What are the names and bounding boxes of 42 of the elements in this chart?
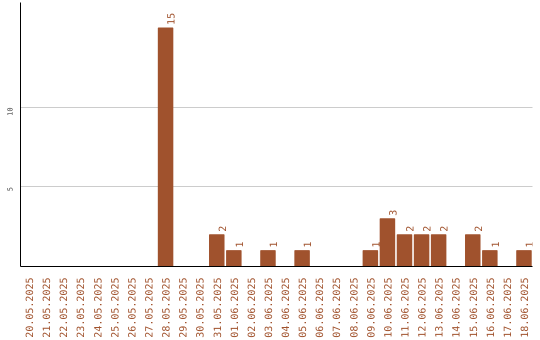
x-tick-label: 30.05.2025 <box>196 277 207 338</box>
x-tick-label: 11.06.2025 <box>400 277 412 338</box>
x-tick-label: 06.06.2025 <box>315 277 326 338</box>
x-tick-label: 01.06.2025 <box>230 277 241 338</box>
data-label: 1 <box>371 242 382 248</box>
x-tick-label: 24.05.2025 <box>93 277 104 338</box>
x-tick-label: 16.06.2025 <box>486 277 497 338</box>
x-tick-label: 07.06.2025 <box>332 277 344 338</box>
x-tick-label: 22.05.2025 <box>59 277 70 338</box>
x-tick-label: 08.06.2025 <box>349 277 360 338</box>
data-label: 2 <box>218 226 229 232</box>
data-label: 2 <box>406 226 416 232</box>
x-tick-label: 09.06.2025 <box>366 277 378 338</box>
x-tick-label: 31.05.2025 <box>212 277 224 338</box>
x-tick-label: 17.06.2025 <box>502 277 514 338</box>
data-label: 3 <box>388 210 400 216</box>
data-label: 2 <box>474 226 485 232</box>
x-tick-label: 29.05.2025 <box>178 277 190 338</box>
x-tick-label: 28.05.2025 <box>162 277 173 338</box>
x-tick-label: 25.05.2025 <box>110 277 122 338</box>
data-label: 1 <box>234 242 246 248</box>
x-tick-label: 21.05.2025 <box>42 277 54 338</box>
x-tick-label: 02.06.2025 <box>246 277 258 338</box>
data-label: 1 <box>490 242 502 248</box>
x-tick-label: 15.06.2025 <box>468 277 480 338</box>
data-label: 1 <box>303 242 314 248</box>
x-tick-label: 12.06.2025 <box>418 277 429 338</box>
x-tick-label: 05.06.2025 <box>298 277 310 338</box>
x-tick-label: 04.06.2025 <box>281 277 292 338</box>
x-tick-label: 27.05.2025 <box>144 277 156 338</box>
x-tick-label: 18.06.2025 <box>520 277 531 338</box>
data-label: 15 <box>166 12 178 25</box>
x-tick-label: 20.05.2025 <box>25 277 36 338</box>
x-tick-label: 23.05.2025 <box>76 277 88 338</box>
data-label: 1 <box>268 242 280 248</box>
x-tick-label: 14.06.2025 <box>452 277 463 338</box>
data-label: 2 <box>440 226 451 232</box>
x-tick-label: 13.06.2025 <box>434 277 446 338</box>
x-tick-label: 10.06.2025 <box>383 277 394 338</box>
x-tick-label: 26.05.2025 <box>127 277 138 338</box>
x-tick-label: 03.06.2025 <box>264 277 275 338</box>
data-label: 2 <box>422 226 434 232</box>
